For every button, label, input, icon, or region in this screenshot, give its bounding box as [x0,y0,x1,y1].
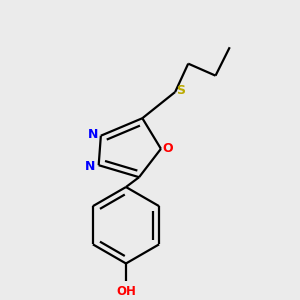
Text: N: N [88,128,98,141]
Text: OH: OH [116,285,136,298]
Text: O: O [163,142,173,155]
Text: N: N [85,160,96,173]
Text: S: S [176,84,185,97]
